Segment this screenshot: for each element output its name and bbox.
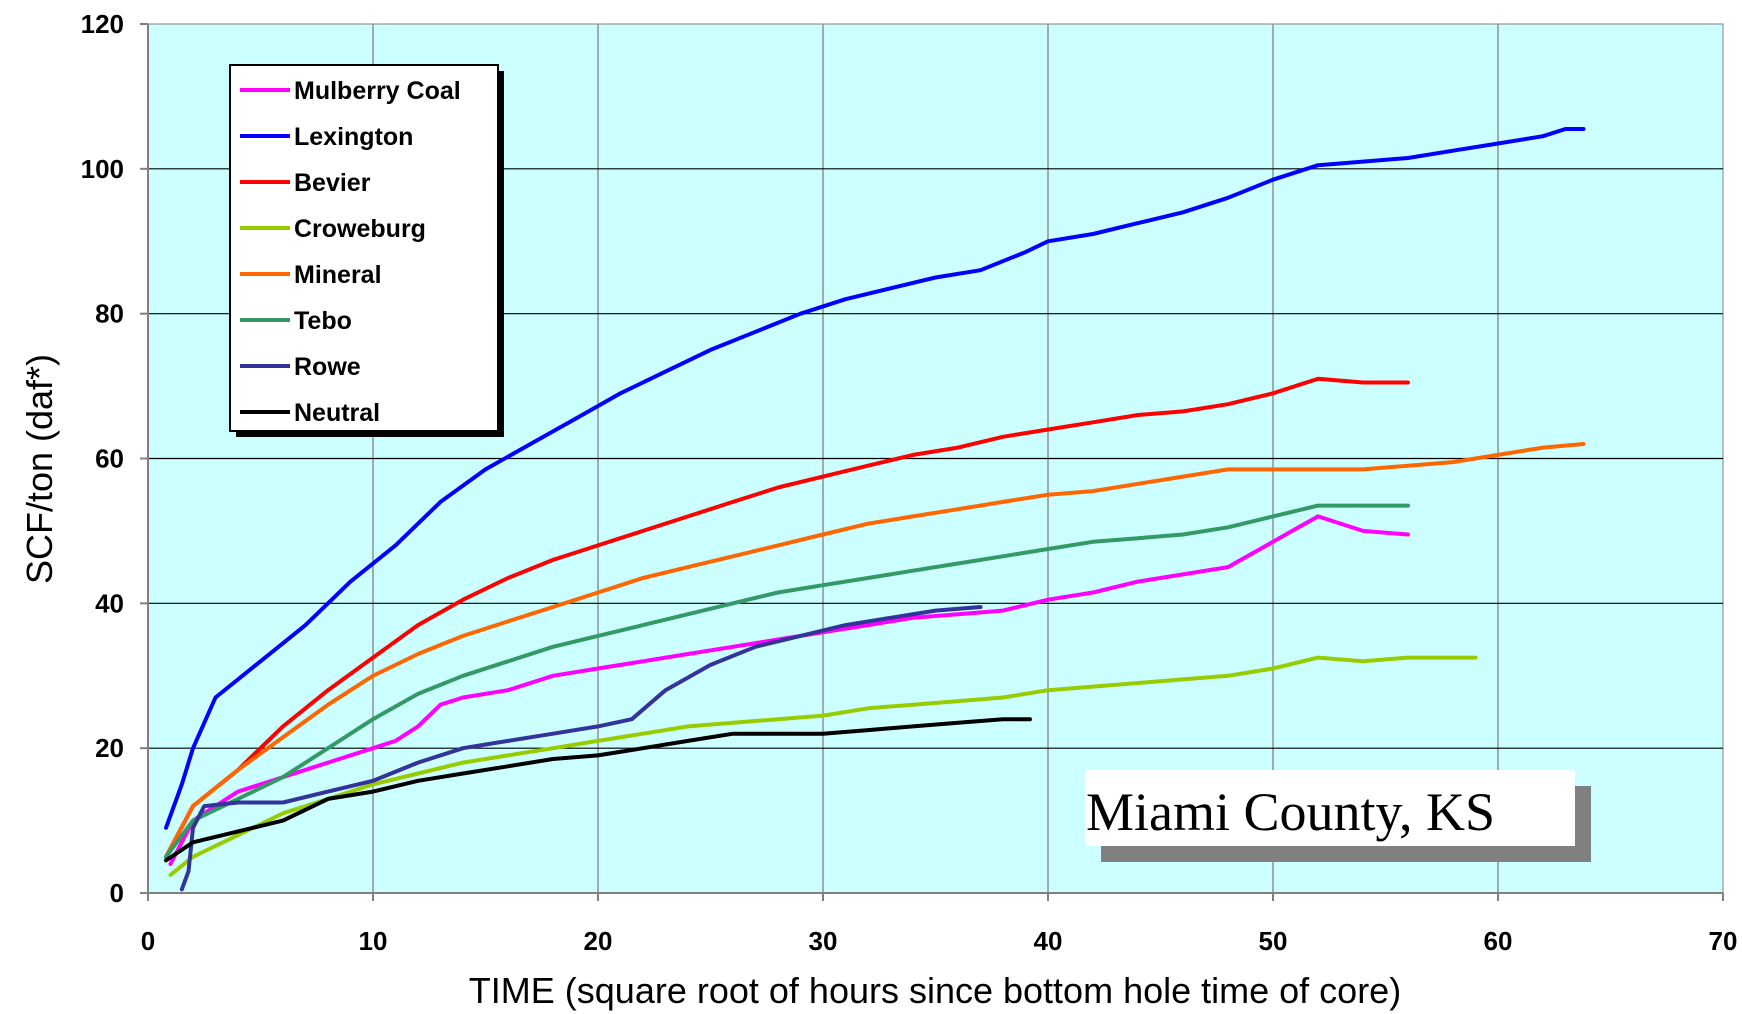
series-line-rowe (179, 605, 983, 892)
series-group (164, 127, 1586, 892)
legend-label-mulberry-coal: Mulberry Coal (294, 77, 461, 105)
y-tick-label: 80 (95, 299, 124, 329)
series-line-bevier (164, 376, 1410, 859)
y-tick-label: 0 (110, 878, 124, 908)
legend-label-bevier: Bevier (294, 169, 371, 197)
series-line-tebo (164, 503, 1410, 859)
x-tick-label: 10 (359, 926, 388, 956)
y-tick-label: 120 (81, 9, 124, 39)
annotation-background (1085, 770, 1575, 846)
legend: Mulberry Coal Lexington Bevier Croweburg Min… (229, 64, 504, 437)
legend-items: Mulberry Coal Lexington Bevier Croweburg Min… (240, 77, 461, 427)
series-line-mulberry-coal (168, 514, 1410, 866)
x-tick-label: 50 (1259, 926, 1288, 956)
x-tick-label: 0 (141, 926, 155, 956)
series-line-neutral (164, 717, 1032, 863)
x-tick-label: 60 (1484, 926, 1513, 956)
legend-box (229, 64, 499, 432)
x-tick-label: 70 (1709, 926, 1738, 956)
x-tick-label: 20 (584, 926, 613, 956)
legend-label-lexington: Lexington (294, 123, 413, 151)
y-tick-label: 20 (95, 733, 124, 763)
annotation-text: Miami County, KS (1086, 782, 1495, 842)
axes (140, 23, 1724, 901)
legend-label-mineral: Mineral (294, 261, 382, 289)
series-line-lexington (164, 127, 1586, 830)
x-axis-title: TIME (square root of hours since bottom … (469, 970, 1401, 1011)
legend-label-tebo: Tebo (294, 307, 352, 335)
y-tick-label: 40 (95, 588, 124, 618)
x-tick-label: 30 (809, 926, 838, 956)
y-axis-title: SCF/ton (daf*) (19, 354, 60, 584)
series-line-mineral (164, 442, 1586, 859)
legend-label-croweburg: Croweburg (294, 215, 426, 243)
series-line-croweburg (168, 655, 1478, 877)
legend-label-neutral: Neutral (294, 399, 380, 427)
legend-label-rowe: Rowe (294, 353, 361, 381)
annotation-box: Miami County, KS (1085, 770, 1591, 862)
tick-labels: 0 20 40 60 80 100 120 0 10 20 30 40 50 60 70 (81, 9, 1738, 956)
y-tick-label: 100 (81, 154, 124, 184)
y-tick-label: 60 (95, 444, 124, 474)
x-tick-label: 40 (1034, 926, 1063, 956)
